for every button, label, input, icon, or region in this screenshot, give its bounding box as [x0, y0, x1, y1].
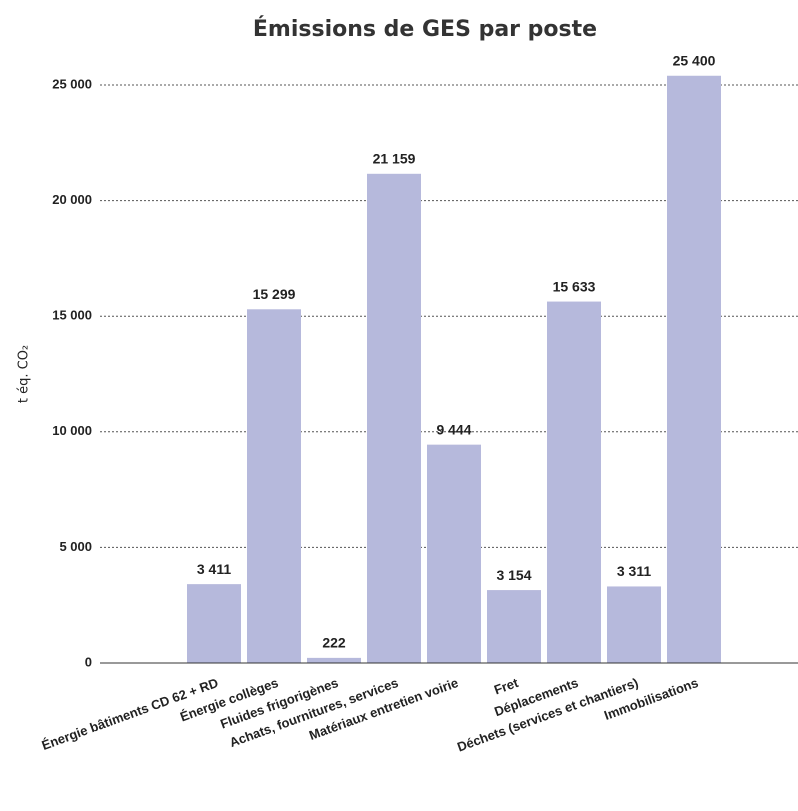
bar: [547, 301, 601, 663]
value-label: 25 400: [673, 52, 716, 68]
value-label: 3 154: [496, 567, 531, 583]
y-tick-label: 20 000: [52, 192, 92, 207]
x-tick-label: Fret: [492, 675, 521, 698]
value-label: 222: [322, 635, 346, 651]
y-tick-label: 0: [85, 654, 92, 669]
chart-title: Émissions de GES par poste: [253, 16, 597, 42]
bar: [667, 75, 721, 663]
y-tick-label: 25 000: [52, 76, 92, 91]
value-label: 3 311: [617, 563, 651, 579]
value-label: 9 444: [436, 421, 471, 437]
value-label: 21 159: [373, 151, 416, 167]
value-label: 15 633: [553, 278, 596, 294]
value-label: 3 411: [197, 561, 231, 577]
bar: [607, 586, 661, 663]
bar: [307, 657, 361, 663]
y-tick-label: 5 000: [59, 539, 92, 554]
bar: [247, 309, 301, 663]
value-label: 15 299: [253, 286, 296, 302]
bar: [427, 444, 481, 663]
bar: [367, 173, 421, 663]
y-tick-label: 15 000: [52, 308, 92, 323]
bar: [487, 590, 541, 663]
y-axis-label: t éq. CO₂: [17, 345, 32, 403]
bar: [187, 584, 241, 663]
y-tick-label: 10 000: [52, 423, 92, 438]
